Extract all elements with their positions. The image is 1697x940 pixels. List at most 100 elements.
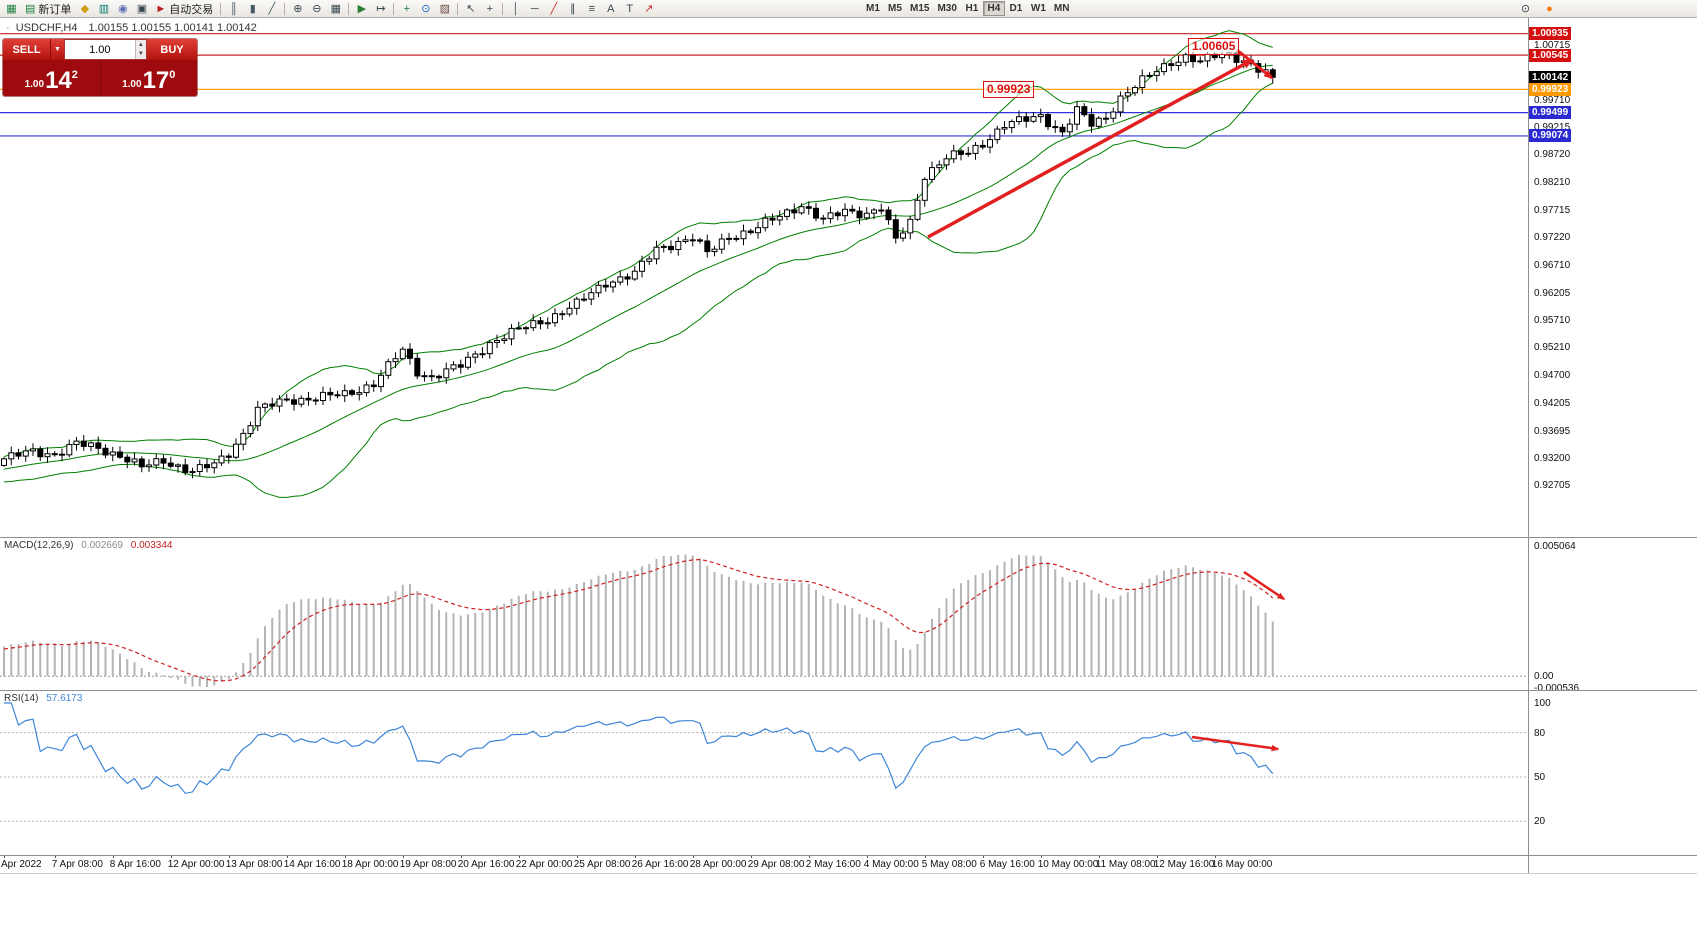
notification-icon[interactable]: ● bbox=[1546, 3, 1553, 15]
timeframe-button-M30[interactable]: M30 bbox=[937, 3, 957, 14]
text-icon[interactable]: A bbox=[607, 2, 615, 15]
trend_arrow[interactable] bbox=[927, 58, 1254, 239]
toolbar-separator bbox=[457, 2, 459, 15]
candlestick-chart-icon[interactable]: ▮ bbox=[249, 2, 256, 15]
line-chart-icon[interactable]: ╱ bbox=[268, 2, 276, 15]
timeframe-button-M15[interactable]: M15 bbox=[910, 3, 930, 14]
arrows-icon[interactable]: ↗ bbox=[644, 2, 654, 15]
channel-icon[interactable]: ∥ bbox=[570, 2, 576, 15]
buy-price-panel[interactable]: 1.00 17 0 bbox=[101, 60, 198, 96]
macd-axis-label: 0.005064 bbox=[1534, 541, 1576, 552]
hline-icon[interactable]: ─ bbox=[530, 2, 539, 15]
time-axis-tick bbox=[518, 855, 520, 858]
price-scale[interactable]: 1.00935 1.00715 1.00545 1.00142 0.99923 0.997… bbox=[1528, 18, 1697, 873]
zoom-in-icon[interactable]: ⊕ bbox=[293, 2, 303, 15]
buy-price-prefix: 1.00 bbox=[122, 79, 142, 90]
macd-down-arrow[interactable] bbox=[1243, 570, 1286, 601]
time-axis-tick bbox=[924, 855, 926, 858]
chart-shift-icon[interactable]: ↦ bbox=[376, 2, 386, 15]
sell-button[interactable]: SELL bbox=[3, 39, 50, 60]
sell-price-panel[interactable]: 1.00 14 2 bbox=[3, 60, 100, 96]
timeframe-button-MN[interactable]: MN bbox=[1053, 3, 1070, 14]
time-axis-tick bbox=[808, 855, 810, 858]
time-axis-label: 2 May 16:00 bbox=[805, 859, 861, 870]
support-price-label[interactable]: 0.99923 bbox=[983, 81, 1035, 98]
timeframe-button-H4[interactable]: H4 bbox=[982, 1, 1005, 16]
fibonacci-icon[interactable]: ≡ bbox=[588, 2, 595, 15]
timeframe-button-M5[interactable]: M5 bbox=[888, 3, 902, 14]
trend-arrows[interactable] bbox=[927, 48, 1274, 239]
navigator-icon[interactable]: ◉ bbox=[118, 2, 128, 15]
rsi-value: 57.6173 bbox=[46, 693, 83, 704]
high-price-label[interactable]: 1.00605 bbox=[1188, 38, 1240, 55]
indicators-icon[interactable]: + bbox=[403, 2, 411, 15]
order-doc-icon: ▤ bbox=[25, 3, 36, 15]
time-axis-tick bbox=[228, 855, 230, 858]
time-axis-tick bbox=[982, 855, 984, 858]
time-axis-tick bbox=[634, 855, 636, 858]
timeframe-button-H1[interactable]: H1 bbox=[965, 3, 979, 14]
cursor-icon[interactable]: ↖ bbox=[466, 2, 476, 15]
volume-field-wrap: ▲ ▼ bbox=[64, 39, 147, 60]
timeframe-button-W1[interactable]: W1 bbox=[1030, 3, 1046, 14]
price-axis-label: 0.96205 bbox=[1534, 287, 1571, 299]
zoom-out-icon[interactable]: ⊖ bbox=[312, 2, 322, 15]
toolbar-items: ▦ ▤ 新订单 ◆ ▥ ◉ ▣ ► 自动交易 ║ ▮ ╱ ⊕ ⊖ ▦ ▶ ↦ + ⊙ ▨ ↖ + │ ─ ╱ ∥ ≡ A T ↗ bbox=[2, 1, 658, 17]
time-axis-label: 20 Apr 16:00 bbox=[457, 859, 515, 870]
price-axis-label: 0.95210 bbox=[1534, 342, 1571, 354]
price-divider bbox=[99, 60, 101, 96]
label-icon[interactable]: T bbox=[626, 2, 634, 15]
time-axis-tick bbox=[344, 855, 346, 858]
new-order-button[interactable]: ▤ 新订单 bbox=[21, 1, 75, 17]
search-icon[interactable]: ⊙ bbox=[1520, 3, 1531, 15]
vline-icon[interactable]: │ bbox=[512, 2, 520, 15]
autotrading-button[interactable]: ► 自动交易 bbox=[151, 1, 217, 17]
price-axis-label: 0.95710 bbox=[1534, 314, 1571, 326]
tile-windows-icon[interactable]: ▦ bbox=[330, 2, 341, 15]
templates-icon[interactable]: ▨ bbox=[439, 2, 450, 15]
volume-input[interactable] bbox=[65, 40, 135, 59]
macd-indicator-panel[interactable] bbox=[0, 537, 1528, 690]
crosshair-icon[interactable]: + bbox=[486, 2, 494, 15]
time-axis-tick bbox=[4, 855, 5, 858]
rsi-indicator-panel[interactable] bbox=[0, 690, 1528, 855]
candlestick-chart[interactable] bbox=[0, 18, 1528, 537]
one-click-trading-widget: SELL ▼ ▲ ▼ BUY 1.00 14 2 1.00 17 0 bbox=[3, 39, 197, 96]
timeframe-button-D1[interactable]: D1 bbox=[1009, 3, 1023, 14]
trendline-icon[interactable]: ╱ bbox=[550, 2, 558, 15]
time-axis-label: 7 Apr 08:00 bbox=[51, 859, 103, 870]
bollinger-bands[interactable] bbox=[3, 30, 1274, 498]
autotrading-button-label: 自动交易 bbox=[169, 3, 214, 16]
buy-button[interactable]: BUY bbox=[147, 39, 197, 60]
time-axis-label: 28 Apr 00:00 bbox=[689, 859, 747, 870]
horizontal-level-lines[interactable] bbox=[0, 33, 1528, 137]
terminal-icon[interactable]: ▣ bbox=[136, 2, 148, 15]
time-axis-tick bbox=[866, 855, 868, 858]
rsi-panel-separator[interactable] bbox=[0, 690, 1697, 691]
pullback_arrow[interactable] bbox=[1236, 48, 1274, 80]
time-axis-tick bbox=[1098, 855, 1100, 858]
rsi-down-arrow[interactable] bbox=[1191, 735, 1280, 752]
price-axis-label: 0.98210 bbox=[1534, 177, 1571, 189]
volume-down-button[interactable]: ▼ bbox=[137, 51, 144, 58]
new-chart-icon[interactable]: ▦ bbox=[6, 2, 17, 15]
auto-scroll-icon[interactable]: ▶ bbox=[357, 2, 367, 15]
volume-dropdown-button[interactable]: ▼ bbox=[50, 39, 64, 60]
chart-symbol-dot: · bbox=[6, 22, 10, 34]
volume-up-button[interactable]: ▲ bbox=[137, 41, 144, 48]
macd-panel-separator[interactable] bbox=[0, 537, 1697, 538]
timeframe-button-M1[interactable]: M1 bbox=[866, 3, 880, 14]
periods-icon[interactable]: ⊙ bbox=[421, 2, 431, 15]
macd-axis-label: -0.000536 bbox=[1534, 683, 1580, 694]
bar-chart-icon[interactable]: ║ bbox=[229, 2, 238, 15]
data-window-icon[interactable]: ▥ bbox=[98, 2, 110, 15]
time-axis-label: 25 Apr 08:00 bbox=[573, 859, 631, 870]
sell-price-prefix: 1.00 bbox=[24, 79, 45, 90]
rsi-axis-label: 100 bbox=[1534, 698, 1551, 709]
price-axis-label: 0.98720 bbox=[1534, 149, 1571, 161]
time-axis-label: 12 May 16:00 bbox=[1153, 859, 1215, 870]
line-price-badge: 0.99074 bbox=[1529, 129, 1572, 143]
market-watch-icon[interactable]: ◆ bbox=[80, 2, 90, 15]
time-scale[interactable]: Apr 2022 7 Apr 08:00 8 Apr 16:00 12 Apr 00:… bbox=[0, 855, 1528, 873]
sell-price-pip-digit: 2 bbox=[71, 69, 78, 81]
